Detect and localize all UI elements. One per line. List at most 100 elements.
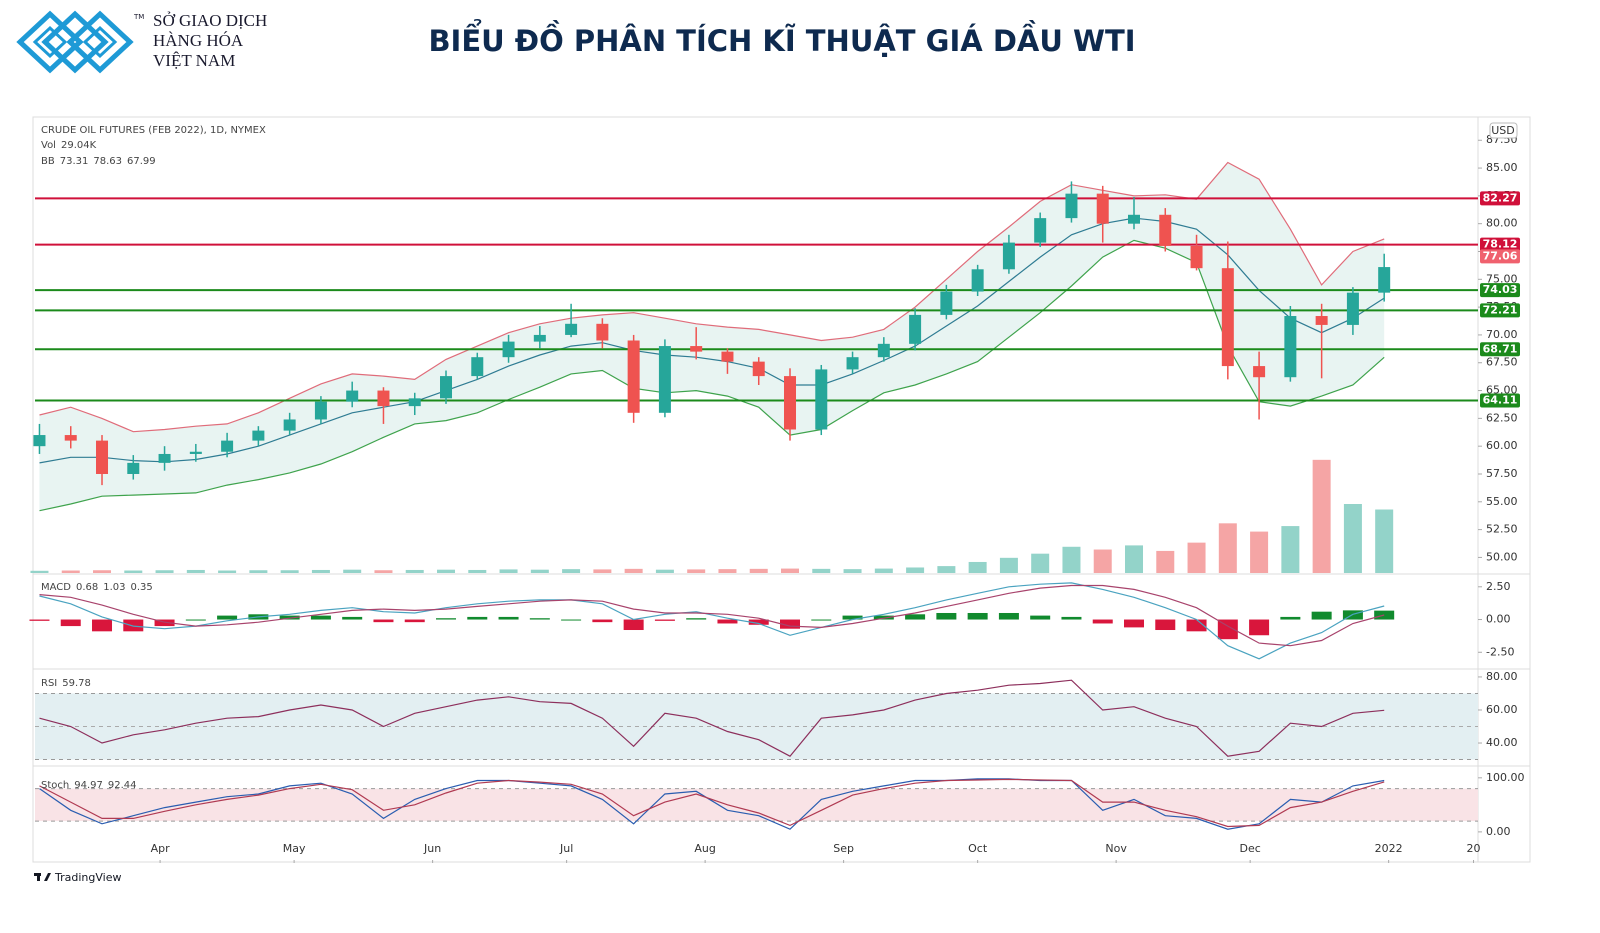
y-tick-label: 100.00 bbox=[1486, 771, 1525, 784]
candle-body bbox=[1096, 193, 1109, 224]
candle-body bbox=[565, 323, 578, 335]
volume-bar bbox=[843, 569, 862, 573]
candle-body bbox=[815, 369, 828, 430]
volume-bar bbox=[249, 570, 268, 573]
volume-bar bbox=[343, 569, 362, 573]
macd-histogram bbox=[467, 616, 488, 620]
volume-bar bbox=[968, 561, 987, 573]
macd-histogram bbox=[936, 612, 957, 620]
volume-bar bbox=[124, 570, 143, 573]
candle-body bbox=[752, 361, 765, 377]
candle-body bbox=[283, 419, 296, 431]
macd-histogram bbox=[1030, 615, 1051, 620]
macd-histogram bbox=[1280, 616, 1301, 620]
y-tick-label: 50.00 bbox=[1486, 550, 1518, 563]
volume-bar bbox=[624, 568, 643, 573]
x-tick-label: Sep bbox=[833, 842, 854, 855]
volume-bar bbox=[1062, 546, 1081, 573]
x-tick-label: Apr bbox=[151, 842, 171, 855]
candle-body bbox=[471, 357, 484, 377]
macd-line bbox=[39, 582, 1385, 660]
bb-lower bbox=[39, 239, 1385, 512]
volume-bar bbox=[999, 557, 1018, 573]
bb-fill bbox=[39, 162, 1385, 511]
candle-body bbox=[33, 435, 46, 447]
currency-box bbox=[1489, 122, 1518, 139]
signal-line bbox=[39, 584, 1385, 647]
x-tick-label: Dec bbox=[1240, 842, 1261, 855]
volume-bar bbox=[593, 569, 612, 573]
bb-upper bbox=[39, 161, 1385, 433]
volume-bar bbox=[374, 570, 393, 573]
readout: BB bbox=[41, 156, 55, 167]
candle-body bbox=[440, 376, 453, 399]
candle-body bbox=[127, 462, 140, 474]
candle-body bbox=[690, 346, 703, 352]
volume-bar bbox=[499, 569, 518, 573]
y-tick-label: 52.50 bbox=[1486, 523, 1518, 536]
logo-text: HÀNG HÓA bbox=[153, 31, 244, 50]
macd-histogram bbox=[998, 612, 1019, 620]
candle-body bbox=[1002, 242, 1015, 270]
readout: 78.63 bbox=[93, 156, 122, 167]
level-tag bbox=[1480, 393, 1520, 408]
macd-histogram bbox=[654, 619, 675, 621]
level-label: 82.27 bbox=[1483, 191, 1518, 204]
macd-histogram bbox=[498, 616, 519, 620]
macd-histogram bbox=[1124, 619, 1145, 628]
tv-logo-part bbox=[44, 873, 51, 881]
brand: TradingView bbox=[54, 871, 121, 884]
readout: CRUDE OIL FUTURES (FEB 2022), 1D, NYMEX bbox=[41, 125, 266, 136]
logo-mark bbox=[16, 10, 134, 74]
level-tag bbox=[1480, 303, 1520, 318]
macd-histogram bbox=[748, 619, 769, 625]
page-title: BIỂU ĐỒ PHÂN TÍCH KĨ THUẬT GIÁ DẦU WTI bbox=[428, 19, 1135, 58]
candle-body bbox=[1221, 268, 1234, 367]
level-label: 64.11 bbox=[1483, 393, 1518, 406]
volume-bar bbox=[812, 568, 831, 573]
candle-body bbox=[627, 340, 640, 413]
volume-bar bbox=[874, 568, 893, 573]
readout: 29.04K bbox=[61, 140, 97, 151]
y-tick-label: 67.50 bbox=[1486, 356, 1518, 369]
candle-body bbox=[158, 453, 171, 463]
macd-histogram bbox=[842, 615, 863, 620]
volume-bar bbox=[1156, 550, 1175, 573]
y-tick-label: 75.00 bbox=[1486, 272, 1518, 285]
macd-histogram bbox=[1217, 619, 1238, 640]
stoch-d bbox=[39, 778, 1385, 828]
macd-histogram bbox=[529, 618, 550, 620]
candle-body bbox=[1378, 267, 1391, 293]
volume-bar bbox=[405, 569, 424, 573]
volume-bar bbox=[1187, 542, 1206, 573]
y-tick-label: 55.00 bbox=[1486, 495, 1518, 508]
logo-text: SỞ GIAO DỊCH bbox=[153, 11, 267, 30]
volume-bar bbox=[218, 570, 237, 573]
candle-body bbox=[596, 323, 609, 341]
candle-body bbox=[377, 390, 390, 407]
candle-body bbox=[1315, 316, 1328, 325]
volume-bar bbox=[1031, 553, 1050, 573]
candle-body bbox=[1190, 245, 1203, 269]
volume-bar bbox=[1281, 526, 1300, 573]
macd-histogram bbox=[373, 619, 394, 623]
volume-bar bbox=[1218, 523, 1237, 573]
macd-histogram bbox=[29, 619, 50, 621]
macd-histogram bbox=[686, 618, 707, 620]
macd-histogram bbox=[1061, 616, 1082, 620]
volume-bar bbox=[749, 568, 768, 573]
y-tick-label: 60.00 bbox=[1486, 439, 1518, 452]
candle-body bbox=[64, 435, 77, 441]
y-tick-label: 65.00 bbox=[1486, 384, 1518, 397]
candle-body bbox=[658, 346, 671, 413]
candle-body bbox=[346, 390, 359, 402]
x-tick-label: 2022 bbox=[1375, 842, 1403, 855]
candle-body bbox=[1253, 366, 1266, 378]
volume-bar bbox=[186, 569, 205, 573]
macd-histogram bbox=[92, 619, 113, 632]
readout: Stoch bbox=[41, 780, 69, 791]
volume-bar bbox=[280, 570, 299, 573]
macd-histogram bbox=[185, 619, 206, 621]
macd-histogram bbox=[154, 619, 175, 627]
level-label: 74.03 bbox=[1483, 283, 1518, 296]
